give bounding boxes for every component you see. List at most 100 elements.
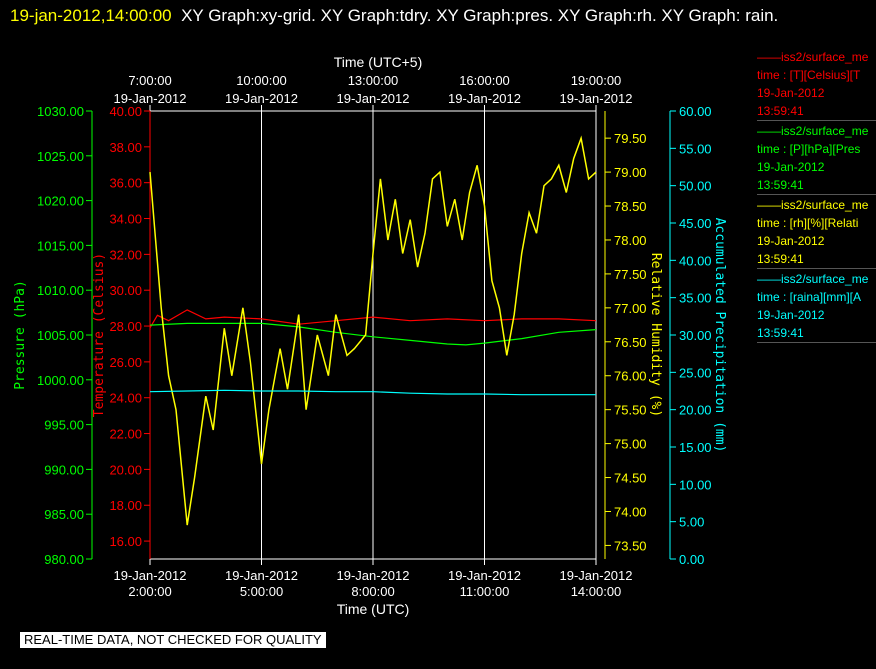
precip-tick-label: 40.00: [679, 253, 712, 268]
x-top-tick-label-time: 13:00:00: [348, 73, 399, 88]
precip-tick-label: 30.00: [679, 328, 712, 343]
legend-entry-line3: 19-Jan-2012: [757, 160, 825, 174]
humidity-tick-label: 77.00: [614, 301, 647, 316]
legend-entry-line1: ——iss2/surface_me: [757, 124, 869, 138]
temperature-tick-label: 32.00: [109, 247, 142, 262]
legend-entry-line4: 13:59:41: [757, 252, 804, 266]
humidity-tick-label: 78.50: [614, 199, 647, 214]
precip-tick-label: 5.00: [679, 515, 704, 530]
humidity-tick-label: 79.50: [614, 131, 647, 146]
precip-axis-label: Accumulated Precipitation (mm): [712, 218, 727, 453]
precip-tick-label: 15.00: [679, 440, 712, 455]
legend-entry-line1: ——iss2/surface_me: [757, 198, 869, 212]
title-timestamp: 19-jan-2012,14:00:00: [10, 6, 172, 25]
temperature-tick-label: 26.00: [109, 355, 142, 370]
humidity-tick-label: 76.00: [614, 369, 647, 384]
pressure-tick-label: 1005.00: [37, 328, 84, 343]
legend-entry-line1: ——iss2/surface_me: [757, 50, 869, 64]
humidity-tick-label: 77.50: [614, 267, 647, 282]
legend-entry-line3: 19-Jan-2012: [757, 308, 825, 322]
humidity-tick-label: 76.50: [614, 335, 647, 350]
temperature-tick-label: 38.00: [109, 140, 142, 155]
humidity-axis-label: Relative Humidity (%): [648, 253, 663, 417]
x-top-tick-label-date: 19-Jan-2012: [560, 91, 633, 106]
x-top-tick-label-date: 19-Jan-2012: [114, 91, 187, 106]
x-top-tick-label-date: 19-Jan-2012: [337, 91, 410, 106]
humidity-tick-label: 75.50: [614, 403, 647, 418]
temperature-tick-label: 30.00: [109, 283, 142, 298]
pressure-tick-label: 1030.00: [37, 104, 84, 119]
humidity-tick-label: 75.00: [614, 437, 647, 452]
x-top-tick-label-time: 19:00:00: [571, 73, 622, 88]
x-tick-label-time: 14:00:00: [571, 584, 622, 599]
x-tick-label-time: 2:00:00: [128, 584, 171, 599]
temperature-tick-label: 20.00: [109, 462, 142, 477]
temperature-tick-label: 28.00: [109, 319, 142, 334]
pressure-tick-label: 1015.00: [37, 238, 84, 253]
humidity-tick-label: 79.00: [614, 165, 647, 180]
precip-tick-label: 45.00: [679, 216, 712, 231]
legend-entry-line2: time : [T][Celsius][T: [757, 68, 861, 82]
x-top-tick-label-time: 10:00:00: [236, 73, 287, 88]
precip-tick-label: 0.00: [679, 552, 704, 567]
precip-tick-label: 60.00: [679, 104, 712, 119]
pressure-tick-label: 990.00: [44, 462, 84, 477]
legend-entry-line1: ——iss2/surface_me: [757, 272, 869, 286]
x-top-tick-label-date: 19-Jan-2012: [225, 91, 298, 106]
title-text: XY Graph:xy-grid. XY Graph:tdry. XY Grap…: [181, 6, 779, 25]
humidity-tick-label: 74.50: [614, 471, 647, 486]
legend-entry-line2: time : [rh][%][Relati: [757, 216, 859, 230]
x-top-tick-label-date: 19-Jan-2012: [448, 91, 521, 106]
pressure-series-line: [149, 322, 597, 346]
x-tick-label-date: 19-Jan-2012: [114, 568, 187, 583]
temperature-tick-label: 18.00: [109, 498, 142, 513]
temperature-axis-label: Temperature (Celsius): [92, 253, 107, 417]
legend-entry-line3: 19-Jan-2012: [757, 86, 825, 100]
temperature-tick-label: 22.00: [109, 427, 142, 442]
humidity-series-line: [149, 135, 597, 526]
temperature-tick-label: 36.00: [109, 176, 142, 191]
pressure-tick-label: 1025.00: [37, 149, 84, 164]
x-tick-label-time: 5:00:00: [240, 584, 283, 599]
pressure-axis-label: Pressure (hPa): [13, 280, 28, 390]
legend-entry-line4: 13:59:41: [757, 326, 804, 340]
legend-entry-line4: 13:59:41: [757, 104, 804, 118]
x-tick-label-date: 19-Jan-2012: [225, 568, 298, 583]
x-tick-label-date: 19-Jan-2012: [560, 568, 633, 583]
temperature-series-line: [149, 309, 597, 329]
precip-tick-label: 25.00: [679, 365, 712, 380]
humidity-tick-label: 74.00: [614, 504, 647, 519]
pressure-tick-label: 1020.00: [37, 194, 84, 209]
pressure-tick-label: 1010.00: [37, 283, 84, 298]
x-tick-label-date: 19-Jan-2012: [448, 568, 521, 583]
pressure-tick-label: 985.00: [44, 507, 84, 522]
x-tick-label-time: 11:00:00: [460, 584, 510, 599]
x-axis-label: Time (UTC): [337, 601, 410, 617]
x-tick-label-time: 8:00:00: [351, 584, 394, 599]
temperature-tick-label: 40.00: [109, 104, 142, 119]
temperature-tick-label: 24.00: [109, 391, 142, 406]
quality-notice: REAL-TIME DATA, NOT CHECKED FOR QUALITY: [20, 632, 326, 648]
precip-tick-label: 50.00: [679, 179, 712, 194]
page-title: 19-jan-2012,14:00:00 XY Graph:xy-grid. X…: [10, 2, 860, 30]
precip-tick-label: 10.00: [679, 477, 712, 492]
pressure-tick-label: 995.00: [44, 418, 84, 433]
humidity-tick-label: 78.00: [614, 233, 647, 248]
legend-entry-line3: 19-Jan-2012: [757, 234, 825, 248]
x-top-tick-label-time: 7:00:00: [128, 73, 171, 88]
precip-tick-label: 20.00: [679, 403, 712, 418]
legend-entry-line2: time : [raina][mm][A: [757, 290, 862, 304]
pressure-tick-label: 980.00: [44, 552, 84, 567]
legend-entry-line2: time : [P][hPa][Pres: [757, 142, 861, 156]
temperature-tick-label: 16.00: [109, 534, 142, 549]
x-top-axis-label: Time (UTC+5): [334, 54, 423, 70]
x-tick-label-date: 19-Jan-2012: [337, 568, 410, 583]
humidity-tick-label: 73.50: [614, 538, 647, 553]
temperature-tick-label: 34.00: [109, 212, 142, 227]
precip-series-line: [149, 389, 596, 396]
